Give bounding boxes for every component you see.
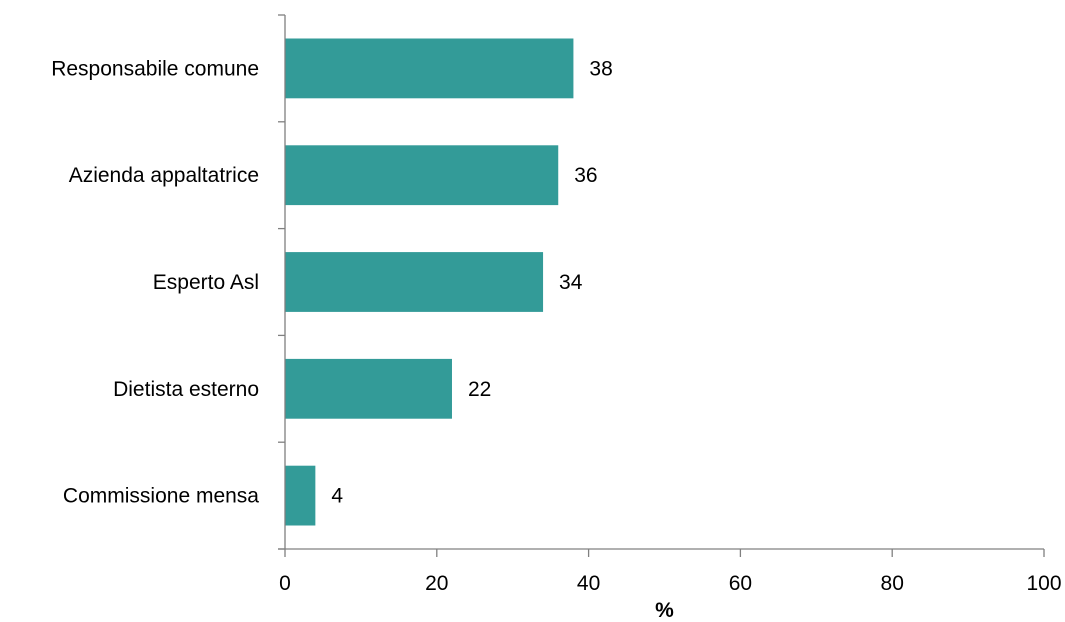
category-label-esperto-asl: Esperto Asl: [153, 271, 259, 294]
x-tick-labels-group: 0 20 40 60 80 100: [279, 572, 1061, 595]
data-label-azienda-appaltatrice: 36: [574, 164, 597, 187]
x-tick-label: 20: [425, 572, 448, 595]
x-tick-label: 0: [279, 572, 291, 595]
data-labels-group: 38 36 34 22 4: [331, 57, 612, 507]
x-tick-label: 80: [881, 572, 904, 595]
x-tick-label: 100: [1026, 572, 1061, 595]
x-axis-ticks: [284, 549, 1045, 557]
category-label-azienda-appaltatrice: Azienda appaltatrice: [69, 164, 259, 187]
bar-responsabile-comune: [285, 38, 574, 99]
bars-group: [285, 38, 574, 526]
category-labels-group: Responsabile comune Azienda appaltatrice E…: [51, 57, 259, 507]
x-axis-title: %: [655, 599, 674, 622]
x-tick-label: 60: [729, 572, 752, 595]
bar-azienda-appaltatrice: [285, 145, 559, 206]
bar-esperto-asl: [285, 252, 544, 312]
data-label-commissione-mensa: 4: [331, 485, 343, 508]
x-tick-label: 40: [577, 572, 600, 595]
category-label-commissione-mensa: Commissione mensa: [63, 485, 259, 508]
y-axis-ticks: [278, 14, 285, 550]
data-label-responsabile-comune: 38: [589, 57, 612, 80]
bar-commissione-mensa: [285, 465, 316, 526]
category-label-responsabile-comune: Responsabile comune: [51, 57, 259, 80]
category-label-dietista-esterno: Dietista esterno: [113, 378, 259, 401]
data-label-dietista-esterno: 22: [468, 378, 491, 401]
data-label-esperto-asl: 34: [559, 271, 583, 294]
bar-dietista-esterno: [285, 358, 452, 419]
